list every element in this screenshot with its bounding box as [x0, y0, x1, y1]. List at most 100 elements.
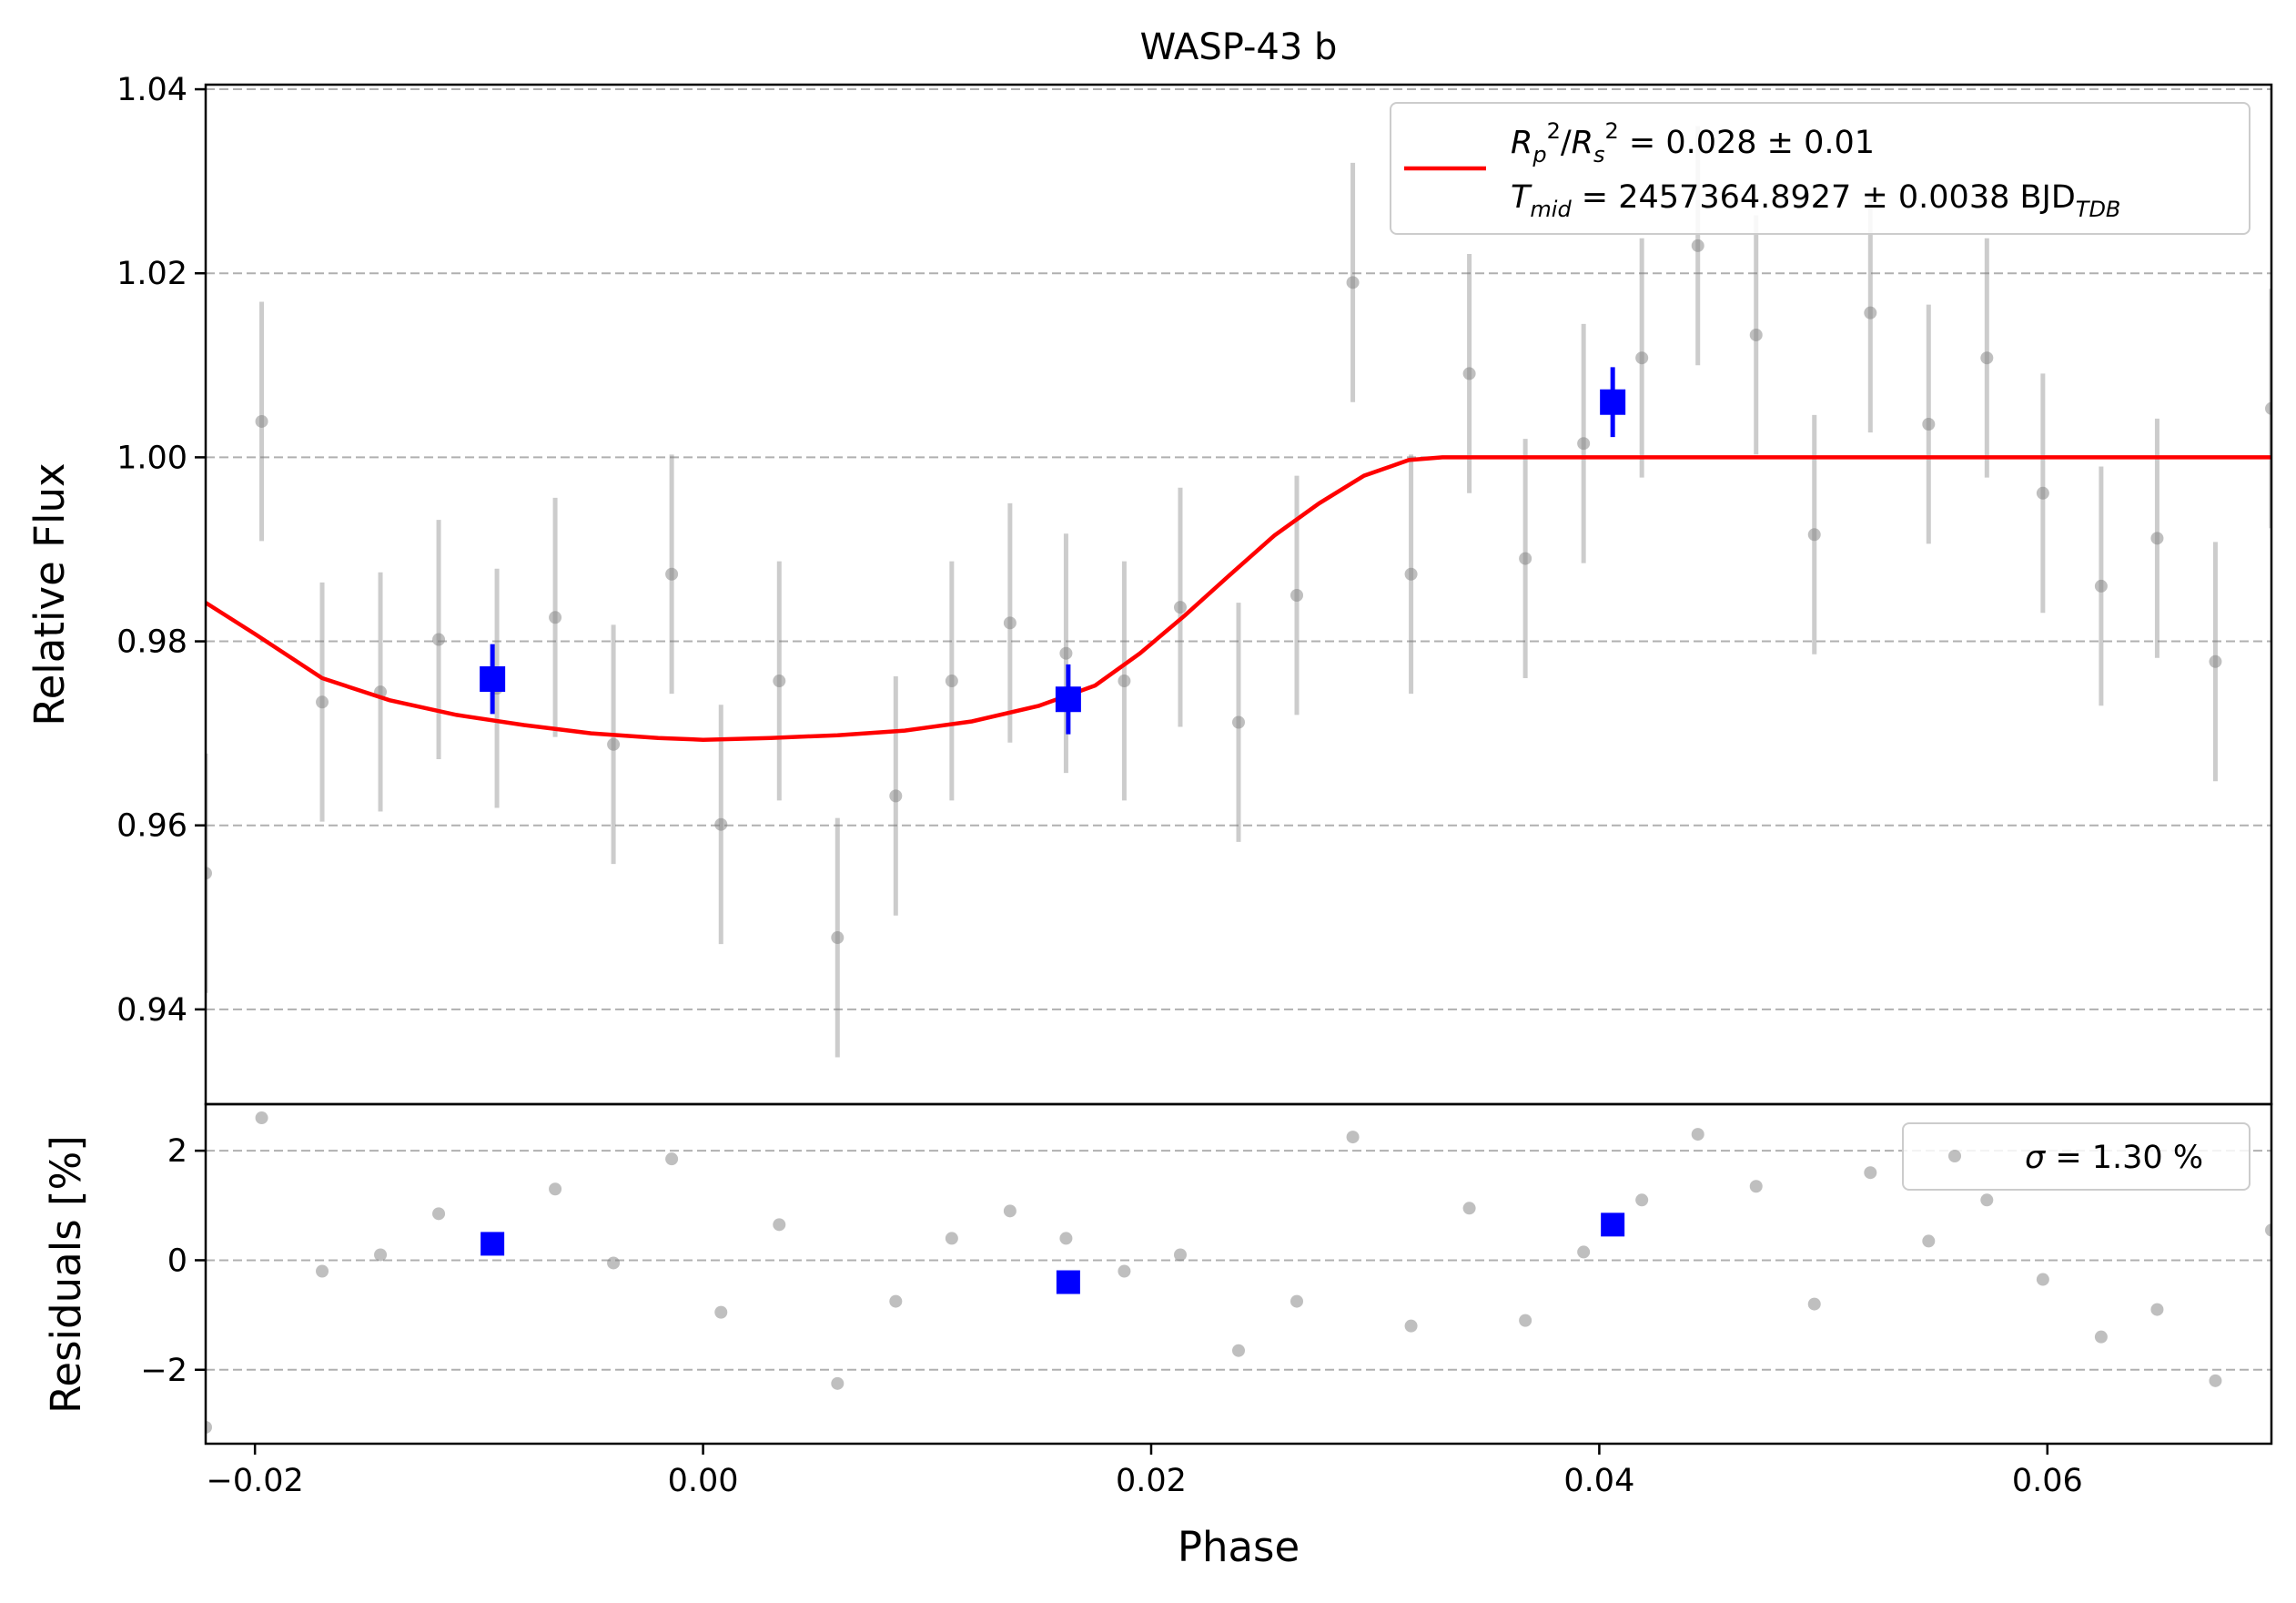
- data-point: [1003, 616, 1017, 630]
- data-point: [1519, 552, 1532, 565]
- legend-depth-label: Rp2/Rs2 = 0.028 ± 0.01: [1511, 118, 1875, 167]
- data-point: [1807, 528, 1821, 542]
- residuals-y-axis-label: Residuals [%]: [42, 1135, 90, 1414]
- legend-tmid-value: = 2457364.8927 ± 0.0038 BJD: [1572, 179, 2076, 216]
- residuals-axes-frame: [204, 1102, 2273, 1446]
- legend-marker: [1948, 1150, 1961, 1162]
- data-point: [1404, 567, 1418, 581]
- residual-point: [607, 1256, 621, 1270]
- data-point: [773, 675, 786, 688]
- y-tick-label: −2: [140, 1353, 187, 1389]
- data-point: [1864, 306, 1877, 320]
- y-tick-label: 1.02: [116, 256, 187, 292]
- data-point: [2150, 532, 2164, 545]
- residual-point: [1462, 1202, 1476, 1215]
- y-tick-label: 0.96: [116, 808, 187, 845]
- x-tick-label: 0.04: [1563, 1463, 1634, 1499]
- main-grid: [206, 88, 2271, 1010]
- main-binned-points: [480, 367, 1626, 735]
- data-point: [1118, 675, 1131, 688]
- residual-point: [206, 1420, 212, 1434]
- residual-point: [2209, 1374, 2222, 1387]
- residual-point: [1173, 1248, 1187, 1262]
- residual-point: [1864, 1166, 1877, 1180]
- y-tick-label: 0.98: [116, 624, 187, 661]
- data-point: [2209, 654, 2222, 668]
- data-point: [1346, 276, 1360, 289]
- chart-title: WASP-43 b: [1140, 26, 1338, 68]
- binned-point: [1055, 686, 1081, 713]
- data-point: [945, 675, 958, 688]
- residuals-y-ticks: −2 0 2: [140, 1133, 206, 1389]
- residual-point: [316, 1264, 329, 1278]
- data-point: [665, 567, 679, 581]
- residual-point: [1749, 1180, 1763, 1193]
- main-legend: Rp2/Rs2 = 0.028 ± 0.01 Tmid = 2457364.89…: [1390, 102, 2250, 235]
- legend-depth-value: = 0.028 ± 0.01: [1619, 125, 1875, 161]
- data-point: [1691, 238, 1704, 252]
- residuals-legend-box: [1902, 1122, 2250, 1191]
- data-point: [607, 737, 621, 751]
- residual-point: [1691, 1128, 1704, 1141]
- data-point: [831, 931, 845, 945]
- data-point: [1635, 351, 1649, 365]
- data-point: [1749, 328, 1763, 341]
- y-tick-label: 1.04: [116, 72, 187, 108]
- residual-point: [2265, 1223, 2271, 1237]
- data-point: [316, 695, 329, 709]
- legend-tmid-sub: TDB: [2076, 197, 2121, 222]
- data-point: [432, 633, 446, 646]
- transit-model: [206, 455, 2271, 742]
- main-axes-frame: [204, 83, 2273, 1106]
- legend-sigma-symbol: σ: [2025, 1140, 2047, 1176]
- model-line: [206, 455, 2271, 742]
- binned-residual-point: [480, 1232, 505, 1256]
- main-data-points: [206, 126, 2271, 1058]
- legend-sigma: σ = 1.30 %: [2025, 1140, 2203, 1176]
- residual-point: [1003, 1204, 1017, 1218]
- x-ticks: −0.02 0.00 0.02 0.04 0.06: [207, 1444, 2083, 1499]
- main-y-ticks: 0.94 0.96 0.98 1.00 1.02 1.04: [116, 72, 206, 1029]
- data-point: [889, 789, 903, 803]
- residual-point: [1118, 1264, 1131, 1278]
- residuals-legend: σ = 1.30 %: [1902, 1122, 2250, 1191]
- main-legend-box: [1390, 102, 2250, 235]
- residual-point: [831, 1376, 845, 1390]
- residual-point: [255, 1111, 268, 1125]
- legend-tmid-label: Tmid = 2457364.8927 ± 0.0038 BJDTDB: [1511, 179, 2120, 222]
- residual-point: [714, 1305, 728, 1319]
- residual-point: [2150, 1303, 2164, 1316]
- y-tick-label: 2: [167, 1133, 187, 1170]
- x-tick-label: 0.00: [668, 1463, 739, 1499]
- x-axis-label: Phase: [1178, 1523, 1300, 1571]
- residual-point: [432, 1207, 446, 1221]
- residual-point: [2094, 1330, 2108, 1344]
- residual-point: [374, 1248, 388, 1262]
- residual-point: [1635, 1193, 1649, 1207]
- data-point: [1059, 646, 1073, 660]
- x-tick-label: −0.02: [207, 1463, 304, 1499]
- main-y-axis-label: Relative Flux: [25, 462, 74, 725]
- residual-point: [1290, 1294, 1304, 1308]
- data-point: [255, 414, 268, 428]
- residual-point: [549, 1182, 562, 1196]
- residual-point: [1577, 1245, 1591, 1259]
- binned-point: [480, 665, 506, 692]
- data-point: [206, 867, 212, 880]
- data-point: [1922, 417, 1936, 431]
- residual-point: [1346, 1131, 1360, 1144]
- data-point: [1462, 367, 1476, 380]
- x-tick-label: 0.02: [1116, 1463, 1187, 1499]
- residual-point: [889, 1294, 903, 1308]
- x-tick-label: 0.06: [2012, 1463, 2083, 1499]
- residual-point: [1922, 1234, 1936, 1248]
- binned-residual-point: [1056, 1270, 1080, 1294]
- data-point: [1577, 437, 1591, 451]
- y-tick-label: 0.94: [116, 992, 187, 1029]
- residual-point: [1980, 1193, 1994, 1207]
- data-point: [2265, 401, 2271, 415]
- data-point: [549, 611, 562, 624]
- residual-points: [206, 1111, 2271, 1434]
- residual-point: [1807, 1297, 1821, 1311]
